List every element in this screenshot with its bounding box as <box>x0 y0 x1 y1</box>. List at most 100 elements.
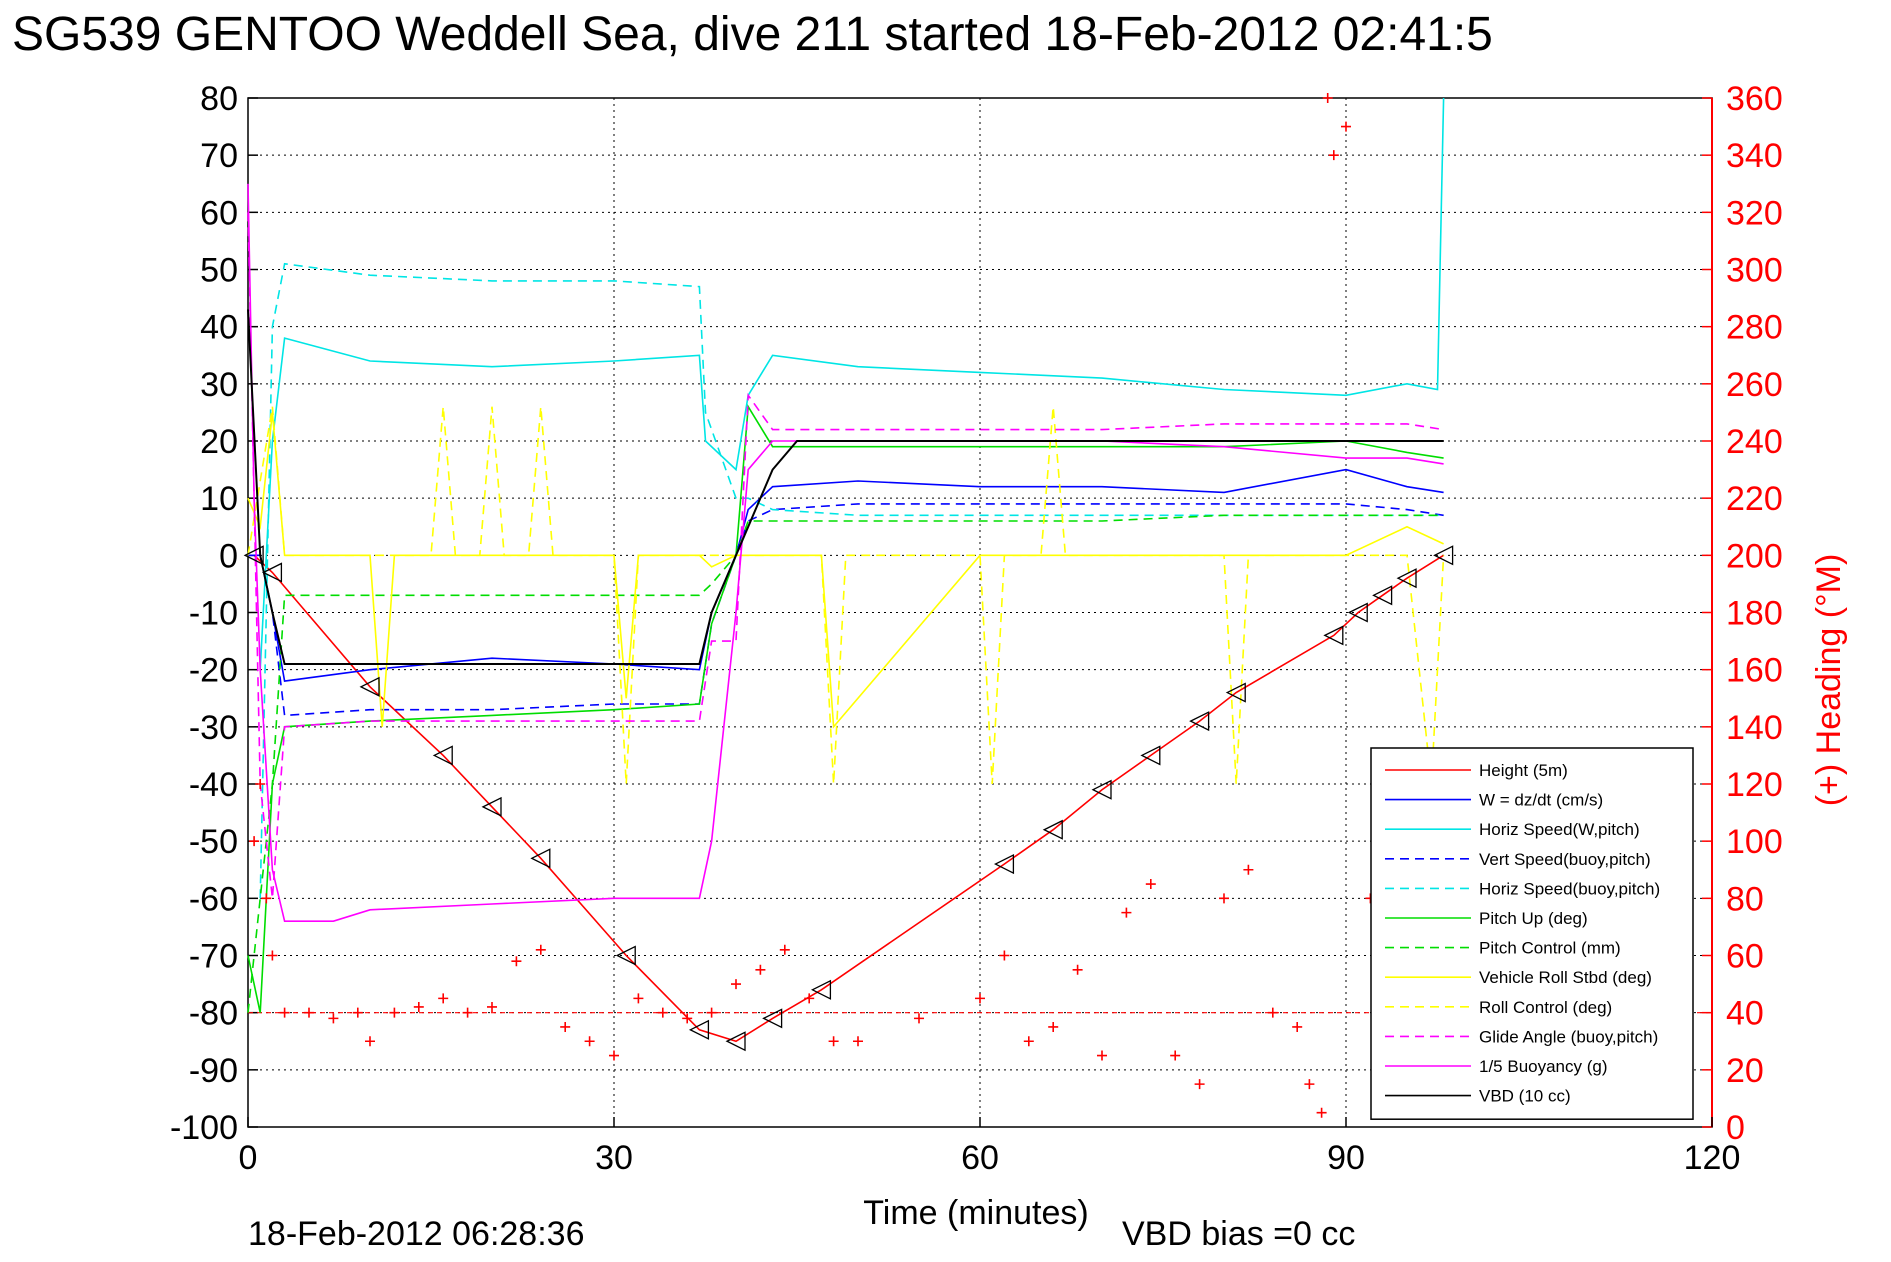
heading-point <box>1048 1021 1059 1032</box>
y-tick-label: 60 <box>200 194 238 232</box>
heading-point <box>328 1013 339 1024</box>
heading-point <box>682 1013 693 1024</box>
height-marker <box>1372 585 1393 606</box>
heading-point <box>462 1007 473 1018</box>
y-tick-label: 0 <box>219 537 238 575</box>
height-marker <box>261 562 283 583</box>
heading-point <box>1304 1079 1315 1090</box>
y2-tick-label: 200 <box>1726 537 1783 575</box>
y2-tick-label: 320 <box>1726 194 1783 232</box>
series-horiz-speed-buoy-pitch <box>259 262 1444 899</box>
heading-point <box>267 950 278 961</box>
height-marker <box>481 796 502 817</box>
chart-title: SG539 GENTOO Weddell Sea, dive 211 start… <box>12 8 1493 61</box>
heading-point <box>279 1007 290 1018</box>
heading-point <box>1267 1007 1278 1018</box>
heading-points <box>249 93 1376 1118</box>
heading-point <box>535 944 546 955</box>
heading-point <box>853 1036 863 1047</box>
height-marker <box>688 1019 710 1040</box>
x-tick-label: 60 <box>961 1139 999 1177</box>
heading-point <box>389 1007 400 1018</box>
y-tick-label: 20 <box>200 423 238 461</box>
heading-point <box>1072 964 1083 975</box>
y-tick-label: -40 <box>189 766 238 804</box>
heading-point <box>1170 1050 1181 1061</box>
legend-label: Pitch Up (deg) <box>1479 909 1588 928</box>
heading-point <box>261 893 272 904</box>
height-marker <box>432 745 453 766</box>
x-tick-label: 120 <box>1684 1139 1741 1177</box>
x-axis: 0 30 60 90 120 <box>239 1117 1741 1177</box>
legend-label: Vehicle Roll Stbd (deg) <box>1479 968 1652 987</box>
heading-point <box>914 1013 924 1024</box>
y2-tick-label: 20 <box>1726 1052 1764 1090</box>
heading-point <box>255 779 266 789</box>
y-tick-label: -100 <box>170 1109 238 1147</box>
y2-tick-label: 240 <box>1726 423 1783 461</box>
height-triangle-markers <box>243 545 1454 1052</box>
heading-point <box>657 1007 668 1018</box>
series-height-5m <box>253 554 1445 1043</box>
y-tick-label: 50 <box>200 252 238 290</box>
legend-label: Horiz Speed(W,pitch) <box>1479 820 1640 839</box>
right-y-axis: 3603403203002802602402202001801601401201… <box>1702 80 1783 1147</box>
heading-point <box>1145 879 1156 890</box>
height-marker <box>1140 745 1161 766</box>
heading-point <box>975 993 985 1004</box>
y2-tick-label: 160 <box>1726 652 1783 690</box>
heading-point <box>560 1021 571 1032</box>
heading-point <box>352 1007 363 1018</box>
height-marker <box>810 979 832 1000</box>
height-marker <box>725 1031 746 1052</box>
y2-tick-label: 140 <box>1726 709 1783 747</box>
y2-tick-label: 40 <box>1726 995 1764 1033</box>
x-tick-label: 90 <box>1327 1139 1365 1177</box>
heading-point <box>779 944 790 955</box>
height-marker <box>1323 625 1344 646</box>
y2-tick-label: 80 <box>1726 880 1764 918</box>
heading-point <box>304 1007 314 1018</box>
heading-point <box>1097 1050 1107 1061</box>
y-tick-label: -20 <box>189 652 238 690</box>
x-tick-label: 30 <box>595 1139 633 1177</box>
heading-point <box>706 1007 717 1018</box>
heading-point <box>1194 1079 1205 1090</box>
heading-point <box>999 950 1010 961</box>
legend-box <box>1370 747 1694 1120</box>
heading-point <box>487 1001 497 1012</box>
y-tick-label: 10 <box>200 480 238 518</box>
y2-tick-label: 180 <box>1726 595 1783 633</box>
legend: Height (5m) W = dz/dt (cm/s) Horiz Speed(W… <box>1370 747 1694 1120</box>
height-marker <box>1091 779 1112 800</box>
y-tick-label: -10 <box>189 595 238 633</box>
y-tick-label: -80 <box>189 995 238 1033</box>
height-marker <box>762 1008 783 1029</box>
height-marker <box>1347 602 1368 623</box>
y2-tick-label: 360 <box>1726 80 1783 118</box>
heading-point <box>413 1001 424 1012</box>
legend-label: Glide Angle (buoy,pitch) <box>1479 1027 1658 1046</box>
heading-point <box>1023 1036 1034 1047</box>
legend-label: VBD (10 cc) <box>1479 1087 1571 1106</box>
heading-point <box>1341 121 1351 132</box>
height-marker <box>1042 819 1063 840</box>
heading-point <box>828 1036 839 1047</box>
x-axis-label: Time (minutes) <box>863 1194 1088 1232</box>
legend-label: Pitch Control (mm) <box>1479 939 1621 958</box>
footer-note: VBD bias =0 cc <box>1122 1215 1355 1253</box>
height-marker <box>993 853 1015 875</box>
height-marker <box>1433 545 1454 566</box>
height-marker <box>1396 568 1417 589</box>
heading-point <box>1328 150 1339 161</box>
legend-label: Roll Control (deg) <box>1479 998 1612 1017</box>
series-vbd-10-cc <box>247 309 1444 665</box>
height-marker <box>359 676 380 697</box>
y2-tick-label: 340 <box>1726 137 1783 175</box>
legend-label: Horiz Speed(buoy,pitch) <box>1479 879 1660 898</box>
heading-point <box>1243 864 1254 875</box>
y-tick-label: -70 <box>189 938 238 976</box>
y2-tick-label: 60 <box>1726 938 1764 976</box>
heading-point <box>1219 893 1229 904</box>
